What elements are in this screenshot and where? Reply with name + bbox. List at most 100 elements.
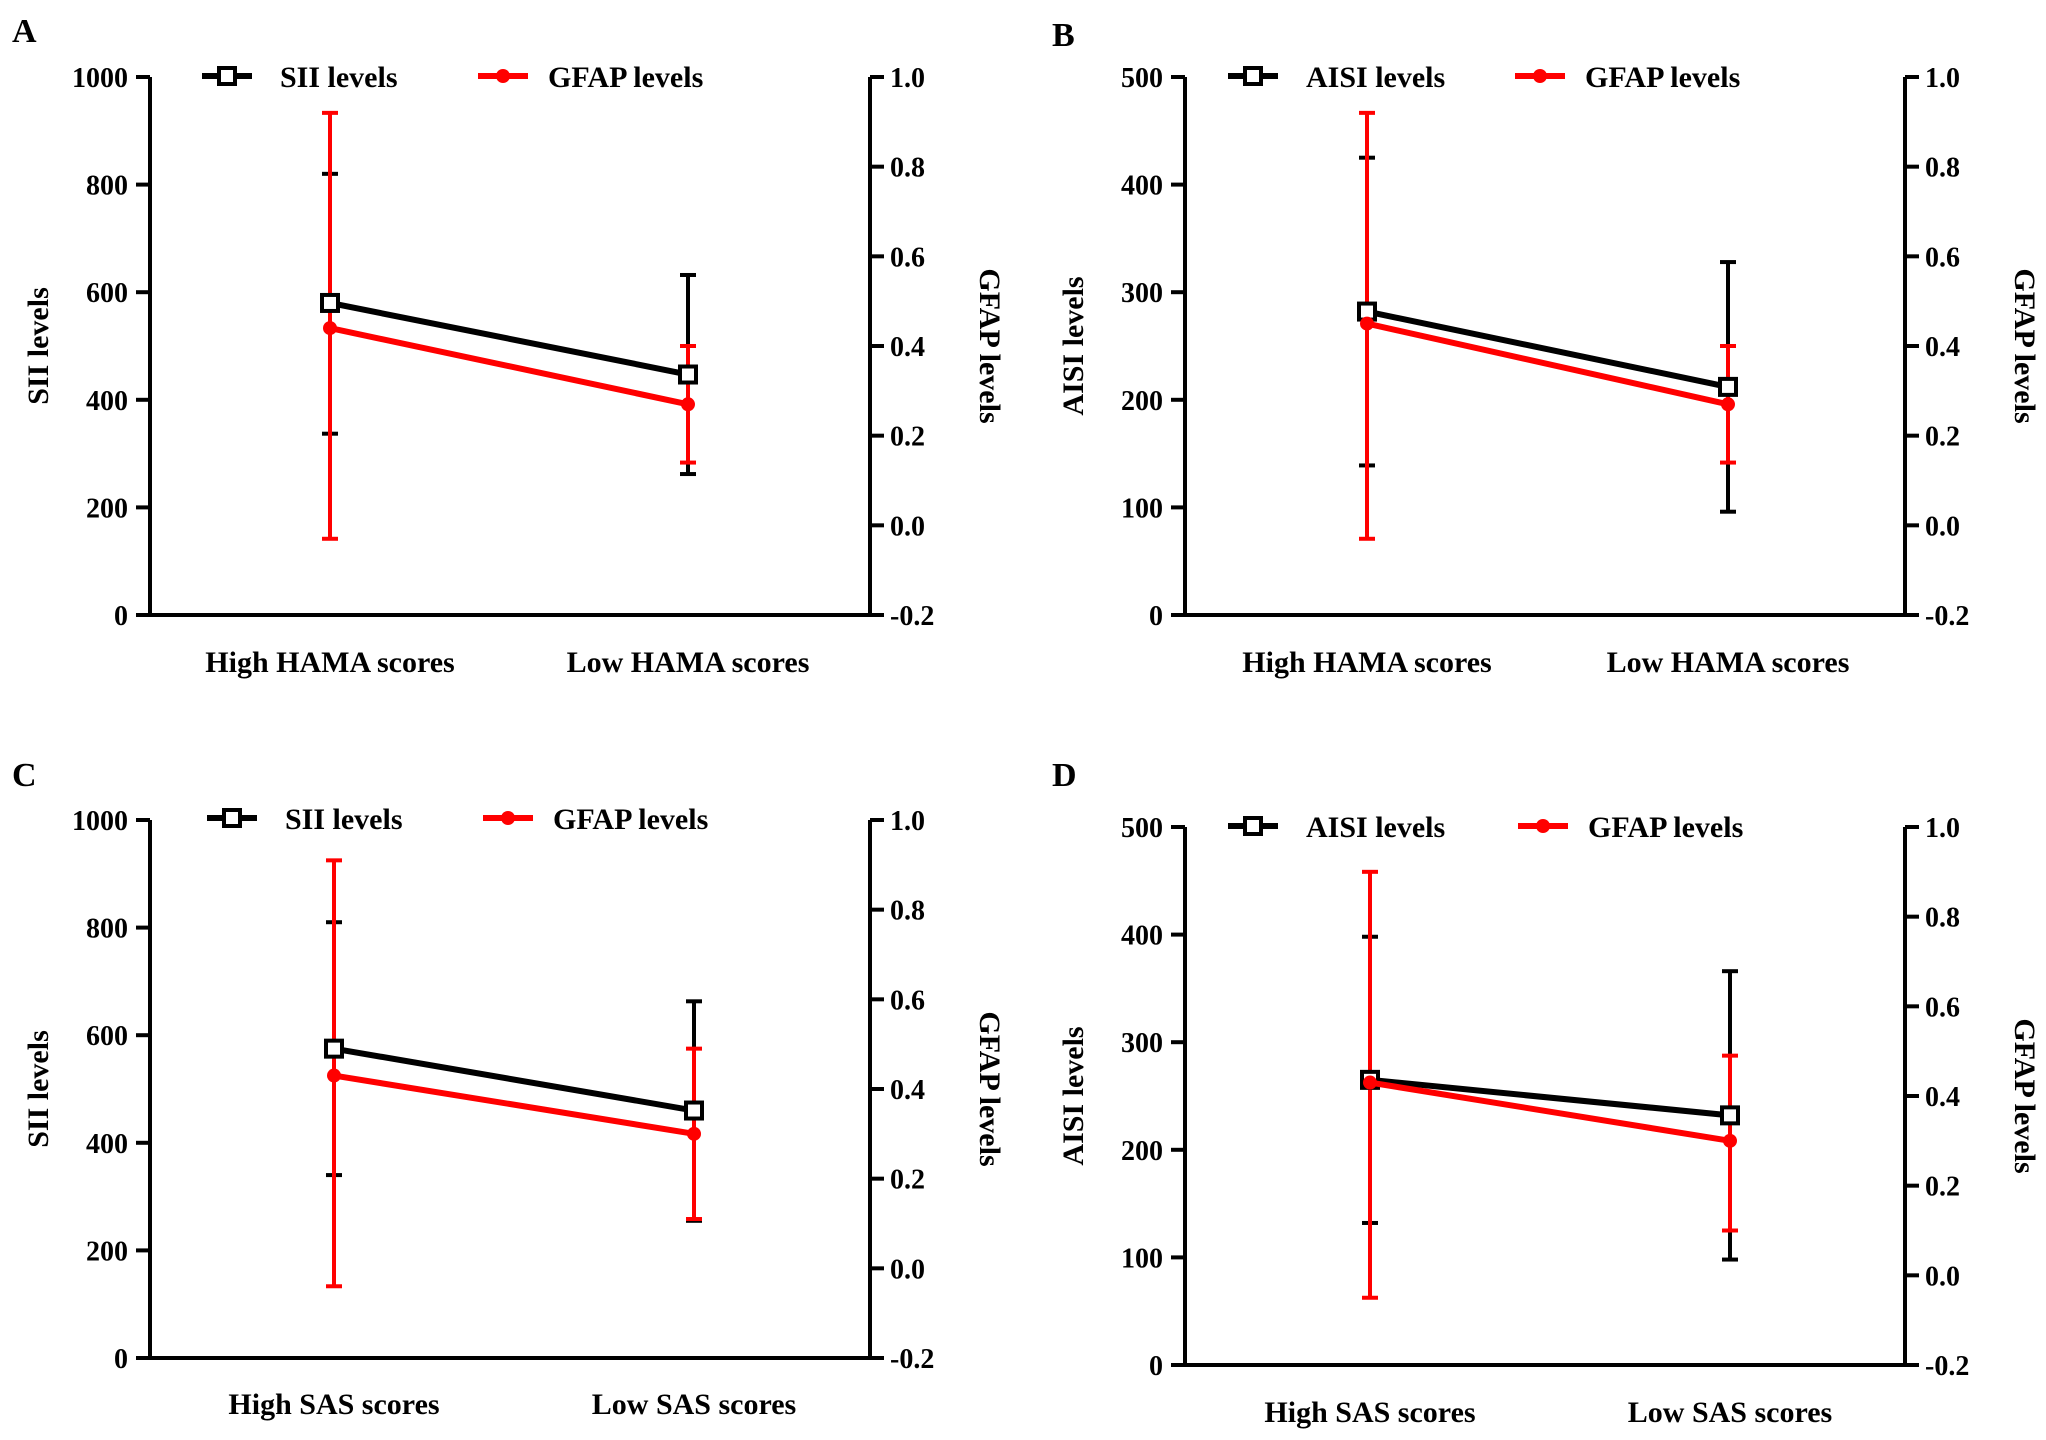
x-category-label: High SAS scores — [1264, 1396, 1475, 1429]
left-y-tick-label: 100 — [1121, 1243, 1163, 1274]
right-y-tick-label: -0.2 — [1925, 1351, 1969, 1382]
right-y-tick-label: 0.4 — [1925, 332, 1960, 363]
legend-marker-square — [1243, 66, 1263, 86]
series-line — [329, 300, 689, 378]
left-y-tick-label: 0 — [114, 601, 128, 632]
left-y-tick-label: 400 — [86, 1129, 128, 1160]
left-y-tick-label: 500 — [1121, 63, 1163, 94]
right-y-tick-label: -0.2 — [890, 601, 934, 632]
left-y-tick-label: 0 — [1149, 1351, 1163, 1382]
left-y-tick-label: 400 — [1121, 171, 1163, 202]
right-y-tick-label: 0.2 — [890, 422, 925, 453]
legend-marker-circle — [1536, 819, 1550, 833]
right-y-tick-label: 0.4 — [890, 332, 925, 363]
left-y-tick-label: 400 — [1121, 921, 1163, 952]
legend-marker-square — [1243, 816, 1263, 836]
x-category-label: High SAS scores — [228, 1388, 439, 1421]
right-y-tick-label: -0.2 — [890, 1344, 934, 1375]
legend-label: GFAP levels — [1588, 811, 1743, 844]
series-line — [1369, 1076, 1731, 1119]
x-category-label: Low HAMA scores — [567, 646, 810, 679]
data-point-square — [324, 1038, 344, 1059]
left-y-tick-label: 1000 — [72, 63, 128, 94]
right-y-tick-label: -0.2 — [1925, 601, 1969, 632]
legend: AISI levels GFAP levels — [1228, 61, 1740, 94]
legend-marker-circle — [1533, 69, 1547, 83]
left-y-tick-label: 800 — [86, 914, 128, 945]
legend-marker-circle — [501, 811, 515, 825]
data-point-square — [1720, 1105, 1740, 1126]
right-y-axis-title: GFAP levels — [2008, 268, 2041, 423]
legend-label: SII levels — [285, 803, 403, 836]
left-y-tick-label: 600 — [86, 278, 128, 309]
left-y-axis-title: AISI levels — [1057, 1026, 1090, 1165]
left-y-axis-title: AISI levels — [1057, 276, 1090, 415]
right-y-tick-label: 0.8 — [890, 896, 925, 927]
data-point-square — [684, 1100, 704, 1121]
right-y-tick-label: 0.0 — [1925, 1261, 1960, 1292]
left-y-tick-label: 1000 — [72, 806, 128, 837]
x-category-label: High HAMA scores — [1242, 646, 1491, 679]
series-black — [322, 171, 696, 477]
right-y-tick-label: 0.8 — [1925, 903, 1960, 934]
data-point-circle — [1721, 397, 1735, 412]
legend-label: SII levels — [280, 61, 398, 94]
panel-b: B 0 100 200 300 400 500 -0.2 0.0 0.2 0.4 0.6 0.8 1.0 A… — [1052, 17, 2041, 679]
right-y-tick-label: 0.6 — [1925, 242, 1960, 273]
x-category-label: Low SAS scores — [1628, 1396, 1832, 1429]
legend-label: AISI levels — [1306, 61, 1445, 94]
left-y-tick-label: 200 — [1121, 1136, 1163, 1167]
x-category-label: Low SAS scores — [592, 1388, 796, 1421]
series-red — [322, 110, 696, 541]
legend: SII levels GFAP levels — [207, 803, 708, 836]
legend-marker-circle — [496, 69, 510, 83]
right-y-tick-label: 1.0 — [890, 806, 925, 837]
legend: AISI levels GFAP levels — [1228, 811, 1743, 844]
series-red — [326, 858, 702, 1289]
series-line — [329, 325, 689, 408]
panel-d: D 0 100 200 300 400 500 -0.2 0.0 0.2 0.4 0.6 0.8 1.0 A… — [1052, 757, 2041, 1429]
series-black — [326, 920, 702, 1223]
right-y-tick-label: 0.6 — [890, 985, 925, 1016]
series-line — [333, 1045, 695, 1114]
legend-marker-square — [217, 66, 237, 86]
data-point-square — [320, 292, 340, 313]
legend-label: GFAP levels — [1585, 61, 1740, 94]
left-y-tick-label: 0 — [114, 1344, 128, 1375]
right-y-tick-label: 0.0 — [890, 511, 925, 542]
left-y-tick-label: 100 — [1121, 493, 1163, 524]
right-y-axis-title: GFAP levels — [973, 268, 1006, 423]
legend-label: GFAP levels — [548, 61, 703, 94]
legend-label: GFAP levels — [553, 803, 708, 836]
data-point-circle — [323, 321, 337, 336]
right-y-tick-label: 0.8 — [1925, 153, 1960, 184]
right-y-tick-label: 1.0 — [1925, 813, 1960, 844]
series-red — [1359, 110, 1736, 541]
panel-letter: C — [12, 757, 37, 794]
panel-a: A 0 200 400 600 800 1000 -0.2 0.0 0.2 0.4 0.6 0.8 1.0… — [12, 13, 1006, 679]
data-point-circle — [1360, 316, 1374, 331]
right-y-tick-label: 0.8 — [890, 153, 925, 184]
right-y-tick-label: 0.6 — [890, 242, 925, 273]
series-line — [1366, 308, 1729, 390]
left-y-tick-label: 400 — [86, 386, 128, 417]
panel-letter: A — [12, 13, 37, 50]
right-y-tick-label: 1.0 — [1925, 63, 1960, 94]
legend-label: AISI levels — [1306, 811, 1445, 844]
series-line — [1369, 1079, 1731, 1144]
right-y-tick-label: 0.2 — [1925, 422, 1960, 453]
left-y-tick-label: 200 — [86, 493, 128, 524]
left-y-tick-label: 200 — [1121, 386, 1163, 417]
right-y-tick-label: 0.4 — [1925, 1082, 1960, 1113]
panel-letter: B — [1052, 17, 1075, 54]
x-category-label: High HAMA scores — [205, 646, 454, 679]
data-point-circle — [1363, 1075, 1377, 1090]
right-y-tick-label: 0.2 — [890, 1165, 925, 1196]
left-y-tick-label: 200 — [86, 1236, 128, 1267]
legend-marker-square — [222, 808, 242, 828]
left-y-axis-title: SII levels — [22, 287, 55, 405]
series-line — [333, 1072, 695, 1137]
left-y-tick-label: 0 — [1149, 601, 1163, 632]
left-y-tick-label: 300 — [1121, 1028, 1163, 1059]
